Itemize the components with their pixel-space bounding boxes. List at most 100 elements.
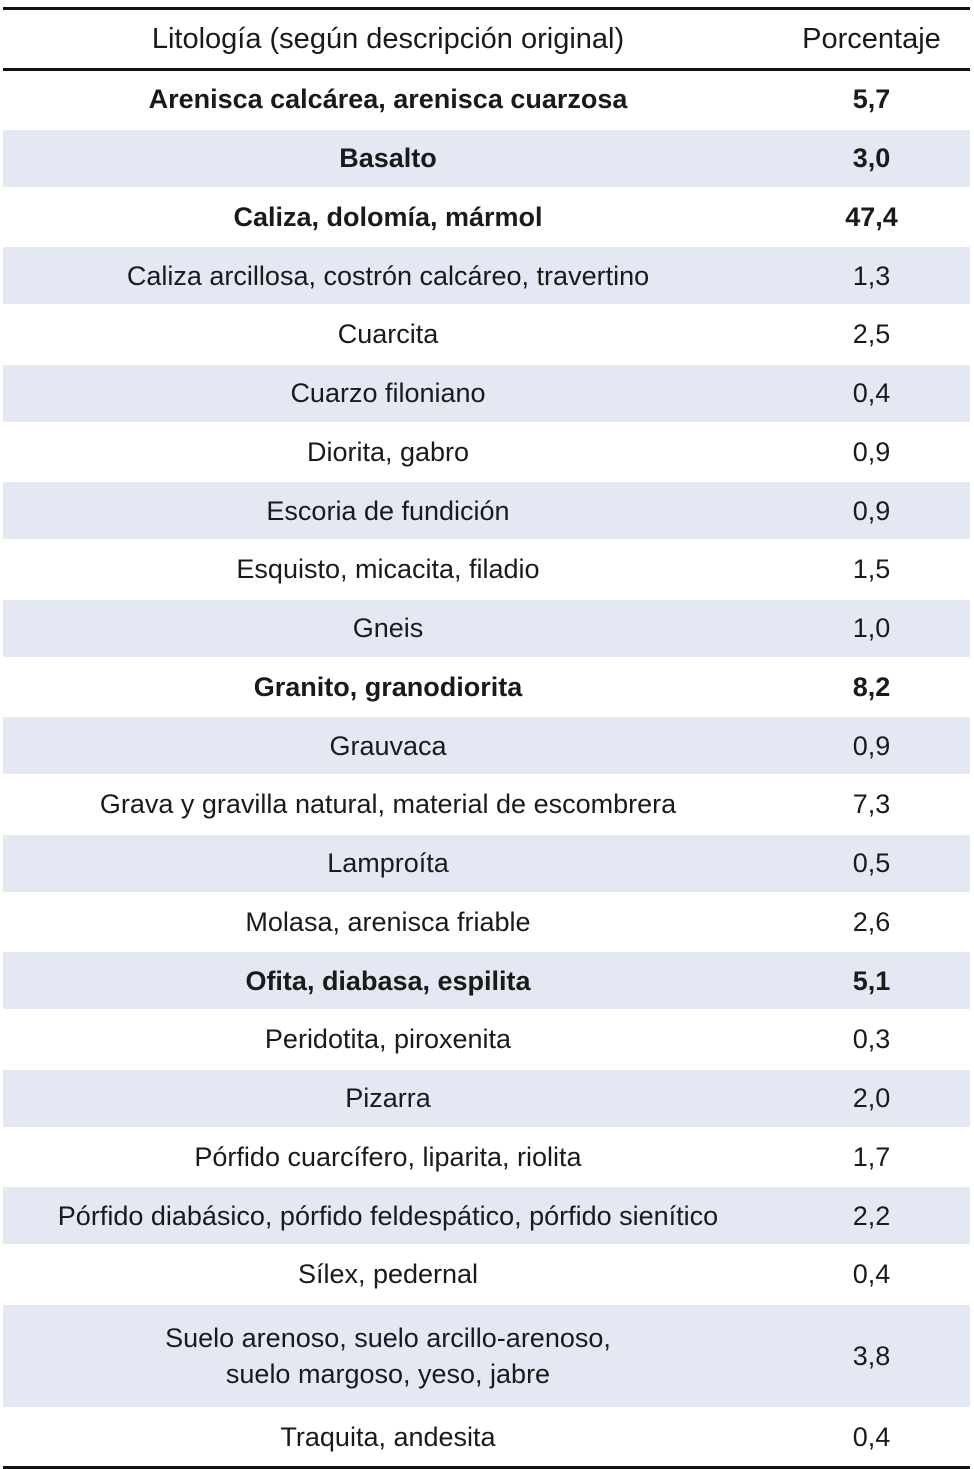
percentage-cell: 0,4 bbox=[773, 1407, 970, 1469]
percentage-cell: 2,5 bbox=[773, 305, 970, 365]
percentage-cell: 2,2 bbox=[773, 1186, 970, 1246]
lithology-label: Grauvaca bbox=[329, 730, 447, 761]
lithology-label: Escoria de fundición bbox=[266, 495, 510, 526]
table-row: Pórfido diabásico, pórfido feldespático,… bbox=[3, 1186, 970, 1246]
lithology-cell: Pórfido cuarcífero, liparita, riolita bbox=[3, 1127, 773, 1188]
percentage-cell: 3,0 bbox=[773, 128, 970, 189]
percentage-cell: 5,1 bbox=[773, 951, 970, 1011]
table-row: Arenisca calcárea, arenisca cuarzosa 5,7 bbox=[3, 69, 970, 130]
lithology-label: Peridotita, piroxenita bbox=[264, 1024, 512, 1055]
lithology-label: Arenisca calcárea, arenisca cuarzosa bbox=[148, 84, 628, 115]
percentage-cell: 7,3 bbox=[773, 775, 970, 835]
lithology-cell: Pórfido diabásico, pórfido feldespático,… bbox=[3, 1186, 773, 1246]
header-lithology: Litología (según descripción original) bbox=[3, 7, 773, 71]
table-row: Escoria de fundición 0,9 bbox=[3, 481, 970, 541]
table-row: Traquita, andesita 0,4 bbox=[3, 1407, 970, 1469]
percentage-cell: 0,9 bbox=[773, 481, 970, 541]
lithology-cell: Pizarra bbox=[3, 1068, 773, 1129]
table-body: Arenisca calcárea, arenisca cuarzosa 5,7 B… bbox=[3, 69, 970, 1469]
lithology-cell: Peridotita, piroxenita bbox=[3, 1010, 773, 1070]
lithology-label: Ofita, diabasa, espilita bbox=[245, 965, 531, 996]
percentage-cell: 8,2 bbox=[773, 657, 970, 718]
percentage-cell: 2,0 bbox=[773, 1068, 970, 1129]
percentage-cell: 3,8 bbox=[773, 1303, 970, 1409]
lithology-label: Suelo arenoso, suelo arcillo-arenoso, bbox=[165, 1322, 611, 1353]
lithology-label: Lamproíta bbox=[327, 848, 449, 879]
header-percentage: Porcentaje bbox=[773, 7, 970, 71]
percentage-cell: 0,9 bbox=[773, 422, 970, 483]
lithology-cell: Granito, granodiorita bbox=[3, 657, 773, 718]
lithology-label: Diorita, gabro bbox=[306, 436, 470, 467]
lithology-cell: Caliza arcillosa, costrón calcáreo, trav… bbox=[3, 246, 773, 306]
table-row: Peridotita, piroxenita 0,3 bbox=[3, 1010, 970, 1070]
table-row: Gneis 1,0 bbox=[3, 598, 970, 659]
table-row: Pórfido cuarcífero, liparita, riolita 1,7 bbox=[3, 1127, 970, 1188]
lithology-cell: Ofita, diabasa, espilita bbox=[3, 951, 773, 1011]
lithology-table: Litología (según descripción original) P… bbox=[3, 7, 970, 1469]
percentage-cell: 0,4 bbox=[773, 1245, 970, 1305]
table-row: Suelo arenoso, suelo arcillo-arenoso, sue… bbox=[3, 1303, 970, 1409]
lithology-label: Granito, granodiorita bbox=[253, 671, 523, 702]
lithology-cell: Cuarcita bbox=[3, 305, 773, 365]
lithology-cell: Molasa, arenisca friable bbox=[3, 892, 773, 953]
lithology-label: Grava y gravilla natural, material de es… bbox=[99, 789, 677, 820]
table-row: Cuarzo filoniano 0,4 bbox=[3, 363, 970, 424]
lithology-label: Basalto bbox=[339, 143, 437, 174]
header-row: Litología (según descripción original) P… bbox=[3, 7, 970, 71]
lithology-label: Traquita, andesita bbox=[280, 1422, 496, 1453]
lithology-label: Gneis bbox=[352, 613, 424, 644]
table-row: Basalto 3,0 bbox=[3, 128, 970, 189]
lithology-label: Cuarzo filoniano bbox=[290, 378, 486, 409]
lithology-label: Molasa, arenisca friable bbox=[245, 906, 531, 937]
lithology-cell: Lamproíta bbox=[3, 833, 773, 894]
lithology-label: Cuarcita bbox=[337, 319, 439, 350]
lithology-label: Pizarra bbox=[345, 1083, 431, 1114]
percentage-cell: 1,7 bbox=[773, 1127, 970, 1188]
percentage-cell: 0,9 bbox=[773, 716, 970, 776]
lithology-cell: Gneis bbox=[3, 598, 773, 659]
table-row: Molasa, arenisca friable 2,6 bbox=[3, 892, 970, 953]
lithology-table-container: Litología (según descripción original) P… bbox=[3, 7, 970, 1469]
lithology-label: Pórfido cuarcífero, liparita, riolita bbox=[194, 1141, 582, 1172]
percentage-cell: 1,5 bbox=[773, 540, 970, 600]
table-row: Esquisto, micacita, filadio 1,5 bbox=[3, 540, 970, 600]
lithology-cell: Traquita, andesita bbox=[3, 1407, 773, 1469]
percentage-cell: 0,4 bbox=[773, 363, 970, 424]
table-row: Grauvaca 0,9 bbox=[3, 716, 970, 776]
table-header: Litología (según descripción original) P… bbox=[3, 7, 970, 71]
table-row: Pizarra 2,0 bbox=[3, 1068, 970, 1129]
percentage-cell: 2,6 bbox=[773, 892, 970, 953]
table-row: Granito, granodiorita 8,2 bbox=[3, 657, 970, 718]
lithology-cell: Esquisto, micacita, filadio bbox=[3, 540, 773, 600]
table-row: Caliza, dolomía, mármol 47,4 bbox=[3, 187, 970, 248]
lithology-label: Caliza, dolomía, mármol bbox=[233, 201, 543, 232]
lithology-cell: Basalto bbox=[3, 128, 773, 189]
percentage-cell: 5,7 bbox=[773, 69, 970, 130]
lithology-cell: Suelo arenoso, suelo arcillo-arenoso, sue… bbox=[3, 1303, 773, 1409]
lithology-label: Pórfido diabásico, pórfido feldespático,… bbox=[57, 1200, 719, 1231]
lithology-cell: Grauvaca bbox=[3, 716, 773, 776]
table-row: Cuarcita 2,5 bbox=[3, 305, 970, 365]
lithology-cell: Arenisca calcárea, arenisca cuarzosa bbox=[3, 69, 773, 130]
table-row: Grava y gravilla natural, material de es… bbox=[3, 775, 970, 835]
lithology-label: Caliza arcillosa, costrón calcáreo, trav… bbox=[126, 260, 650, 291]
lithology-cell: Grava y gravilla natural, material de es… bbox=[3, 775, 773, 835]
percentage-cell: 47,4 bbox=[773, 187, 970, 248]
table-row: Ofita, diabasa, espilita 5,1 bbox=[3, 951, 970, 1011]
percentage-cell: 0,3 bbox=[773, 1010, 970, 1070]
table-row: Sílex, pedernal 0,4 bbox=[3, 1245, 970, 1305]
table-row: Caliza arcillosa, costrón calcáreo, trav… bbox=[3, 246, 970, 306]
percentage-cell: 1,0 bbox=[773, 598, 970, 659]
lithology-cell: Diorita, gabro bbox=[3, 422, 773, 483]
lithology-cell: Escoria de fundición bbox=[3, 481, 773, 541]
table-row: Lamproíta 0,5 bbox=[3, 833, 970, 894]
lithology-cell: Sílex, pedernal bbox=[3, 1245, 773, 1305]
table-row: Diorita, gabro 0,9 bbox=[3, 422, 970, 483]
percentage-cell: 1,3 bbox=[773, 246, 970, 306]
lithology-label: suelo margoso, yeso, jabre bbox=[225, 1358, 551, 1389]
lithology-cell: Cuarzo filoniano bbox=[3, 363, 773, 424]
percentage-cell: 0,5 bbox=[773, 833, 970, 894]
lithology-cell: Caliza, dolomía, mármol bbox=[3, 187, 773, 248]
lithology-label: Esquisto, micacita, filadio bbox=[236, 554, 540, 585]
lithology-label: Sílex, pedernal bbox=[297, 1259, 479, 1290]
